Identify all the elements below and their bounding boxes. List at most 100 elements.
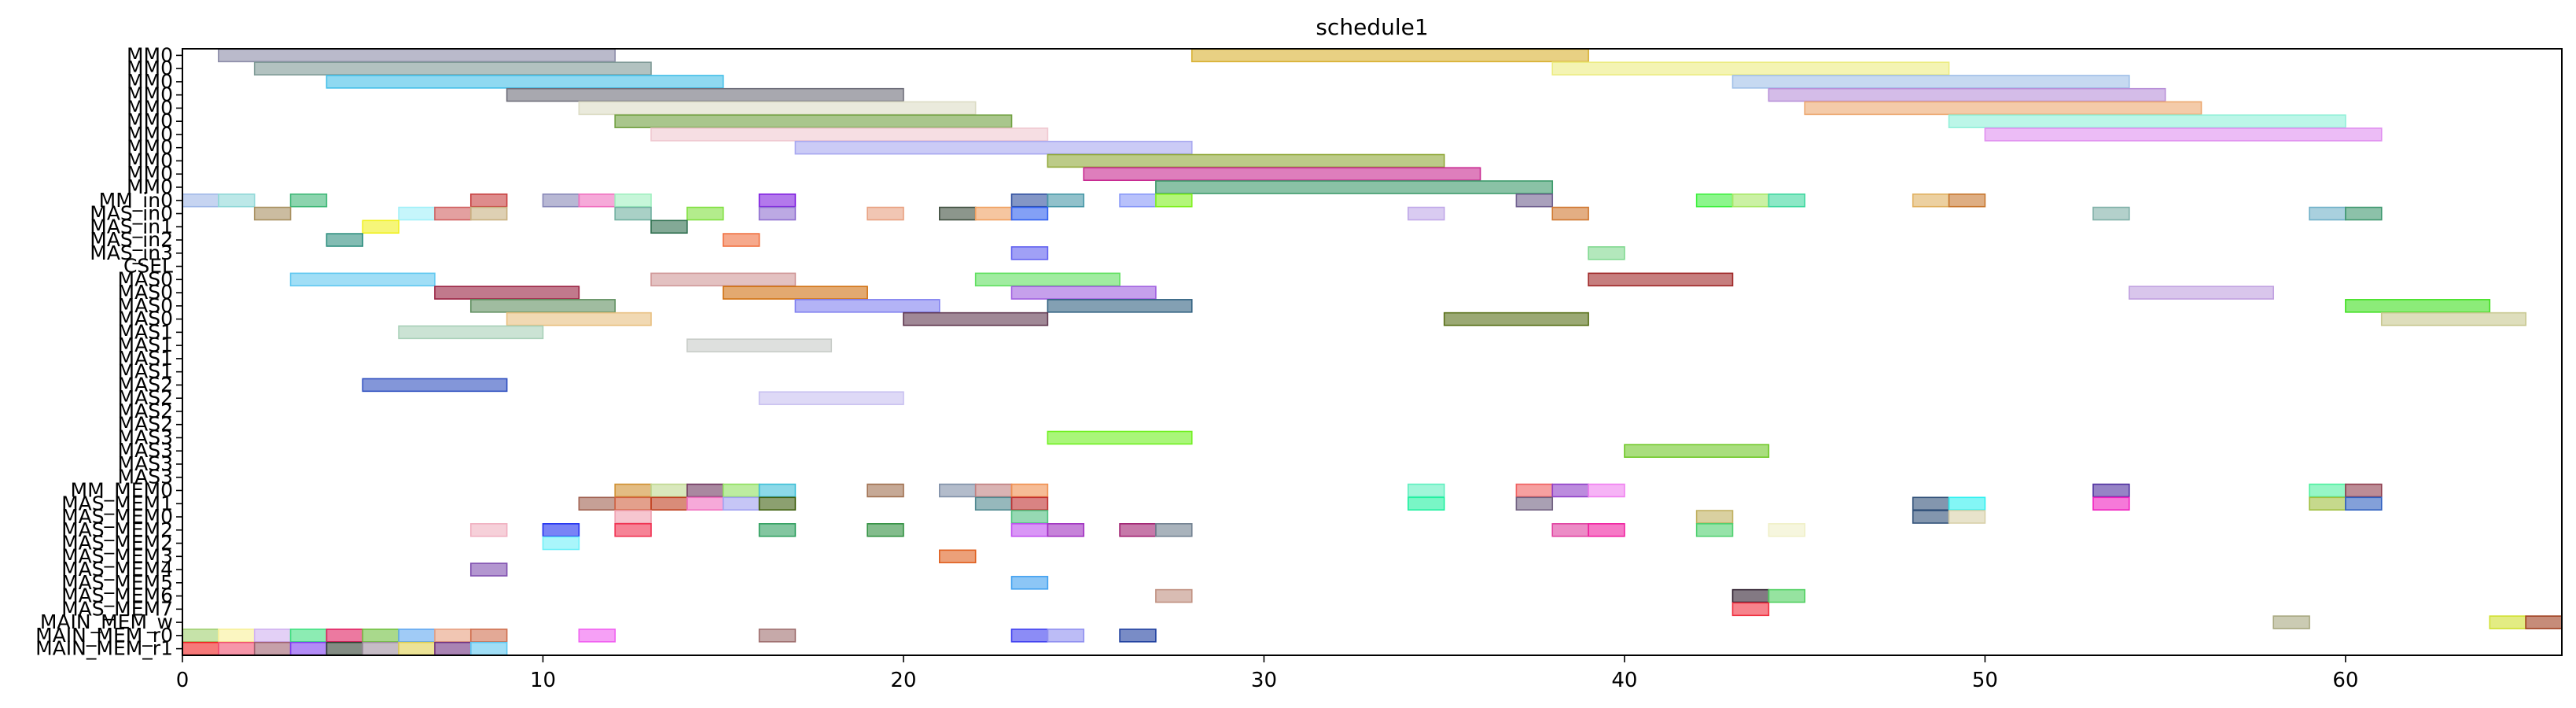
task-bar <box>1588 272 1734 287</box>
chart-title: schedule1 <box>1316 14 1428 40</box>
task-bar <box>974 206 1013 221</box>
task-bar <box>1804 101 2202 116</box>
task-bar <box>542 536 580 551</box>
row-label: MAS_MEM2 <box>61 518 173 541</box>
task-bar <box>1443 312 1589 326</box>
row-label: MAS_MEM3 <box>61 544 173 567</box>
x-tick-label: 30 <box>1251 669 1277 692</box>
task-bar <box>2272 615 2310 629</box>
row-label: MAS_MEM2 <box>61 532 173 555</box>
task-bar <box>434 629 472 643</box>
row-label: MAS3 <box>118 426 173 448</box>
task-bar <box>758 523 797 537</box>
row-label: MAS1 <box>118 347 173 370</box>
task-bar <box>542 193 580 208</box>
row-label: MM0 <box>127 57 173 79</box>
task-bar <box>650 127 1049 142</box>
task-bar <box>1515 496 1554 511</box>
task-bar <box>182 629 219 643</box>
task-bar <box>1515 483 1554 498</box>
task-bar <box>1695 523 1734 537</box>
task-bar <box>2309 483 2346 498</box>
task-bar <box>253 641 292 656</box>
task-bar <box>2345 299 2491 313</box>
task-bar <box>1047 193 1085 208</box>
task-bar <box>469 193 508 208</box>
task-bar <box>722 496 760 511</box>
row-label: MAS_MEM7 <box>61 597 173 620</box>
row-label: MAS2 <box>118 373 173 396</box>
task-bar <box>1155 193 1193 208</box>
task-bar <box>1984 127 2383 142</box>
task-bar <box>542 523 580 537</box>
task-bar <box>903 312 1049 326</box>
task-bar <box>614 523 652 537</box>
task-bar <box>2345 496 2383 511</box>
task-bar <box>1695 510 1734 524</box>
row-label: MAS0 <box>118 308 173 330</box>
task-bar <box>2489 615 2526 629</box>
task-bar <box>650 483 688 498</box>
task-bar <box>1083 167 1481 181</box>
row-label: MAS0 <box>118 294 173 317</box>
task-bar <box>434 641 472 656</box>
row-label: MM0 <box>127 123 173 146</box>
task-bar <box>614 114 1013 128</box>
task-bar <box>506 87 904 102</box>
row-label: MAS3 <box>118 452 173 475</box>
task-bar <box>1010 510 1049 524</box>
task-bar <box>686 206 724 221</box>
row-label: MM0 <box>127 83 173 106</box>
task-bar <box>614 193 652 208</box>
row-label: MM0 <box>127 43 173 66</box>
x-tick-label: 50 <box>1972 669 1998 692</box>
row-label: MAS_in2 <box>90 228 173 251</box>
task-bar <box>362 629 399 643</box>
task-bar <box>1768 523 1805 537</box>
task-bar <box>2309 496 2346 511</box>
row-label: MAS2 <box>118 400 173 422</box>
task-bar <box>1010 206 1049 221</box>
row-label: MAIN_MEM_r0 <box>35 624 173 647</box>
task-bar <box>253 61 652 76</box>
task-bar <box>1515 193 1554 208</box>
task-bar <box>398 629 436 643</box>
task-bar <box>326 641 364 656</box>
task-bar <box>1588 483 1625 498</box>
task-bar <box>686 338 833 352</box>
task-bar <box>1695 193 1734 208</box>
task-bar <box>1047 629 1085 643</box>
task-bar <box>939 206 977 221</box>
task-bar <box>758 629 797 643</box>
row-label: MAS_MEM4 <box>61 558 173 581</box>
task-bar <box>974 496 1013 511</box>
task-bar <box>614 206 652 221</box>
task-bar <box>2092 496 2130 511</box>
task-bar <box>182 641 219 656</box>
task-bar <box>434 286 580 300</box>
task-bar <box>722 483 760 498</box>
task-bar <box>1010 246 1049 260</box>
task-bar <box>578 101 977 116</box>
task-bar <box>1948 114 2346 128</box>
row-label: CSEL <box>123 255 173 278</box>
task-bar <box>1588 523 1625 537</box>
task-bar <box>1010 483 1049 498</box>
x-axis-ticks: 0 10 20 30 40 50 60 <box>176 655 2358 692</box>
row-label: MM0 <box>127 109 173 132</box>
row-label: MAS0 <box>118 267 173 290</box>
row-label: MAS_MEM0 <box>61 505 173 528</box>
task-bar <box>218 48 616 63</box>
task-bar <box>614 483 652 498</box>
task-bar <box>867 523 904 537</box>
task-bar <box>2380 312 2526 326</box>
task-bar <box>974 483 1013 498</box>
task-bar <box>1912 510 1950 524</box>
row-label: MAS1 <box>118 320 173 343</box>
task-bar <box>1155 523 1193 537</box>
x-tick-label: 0 <box>176 669 190 692</box>
row-label: MAIN_MEM_w <box>40 610 173 633</box>
task-bar <box>289 641 328 656</box>
